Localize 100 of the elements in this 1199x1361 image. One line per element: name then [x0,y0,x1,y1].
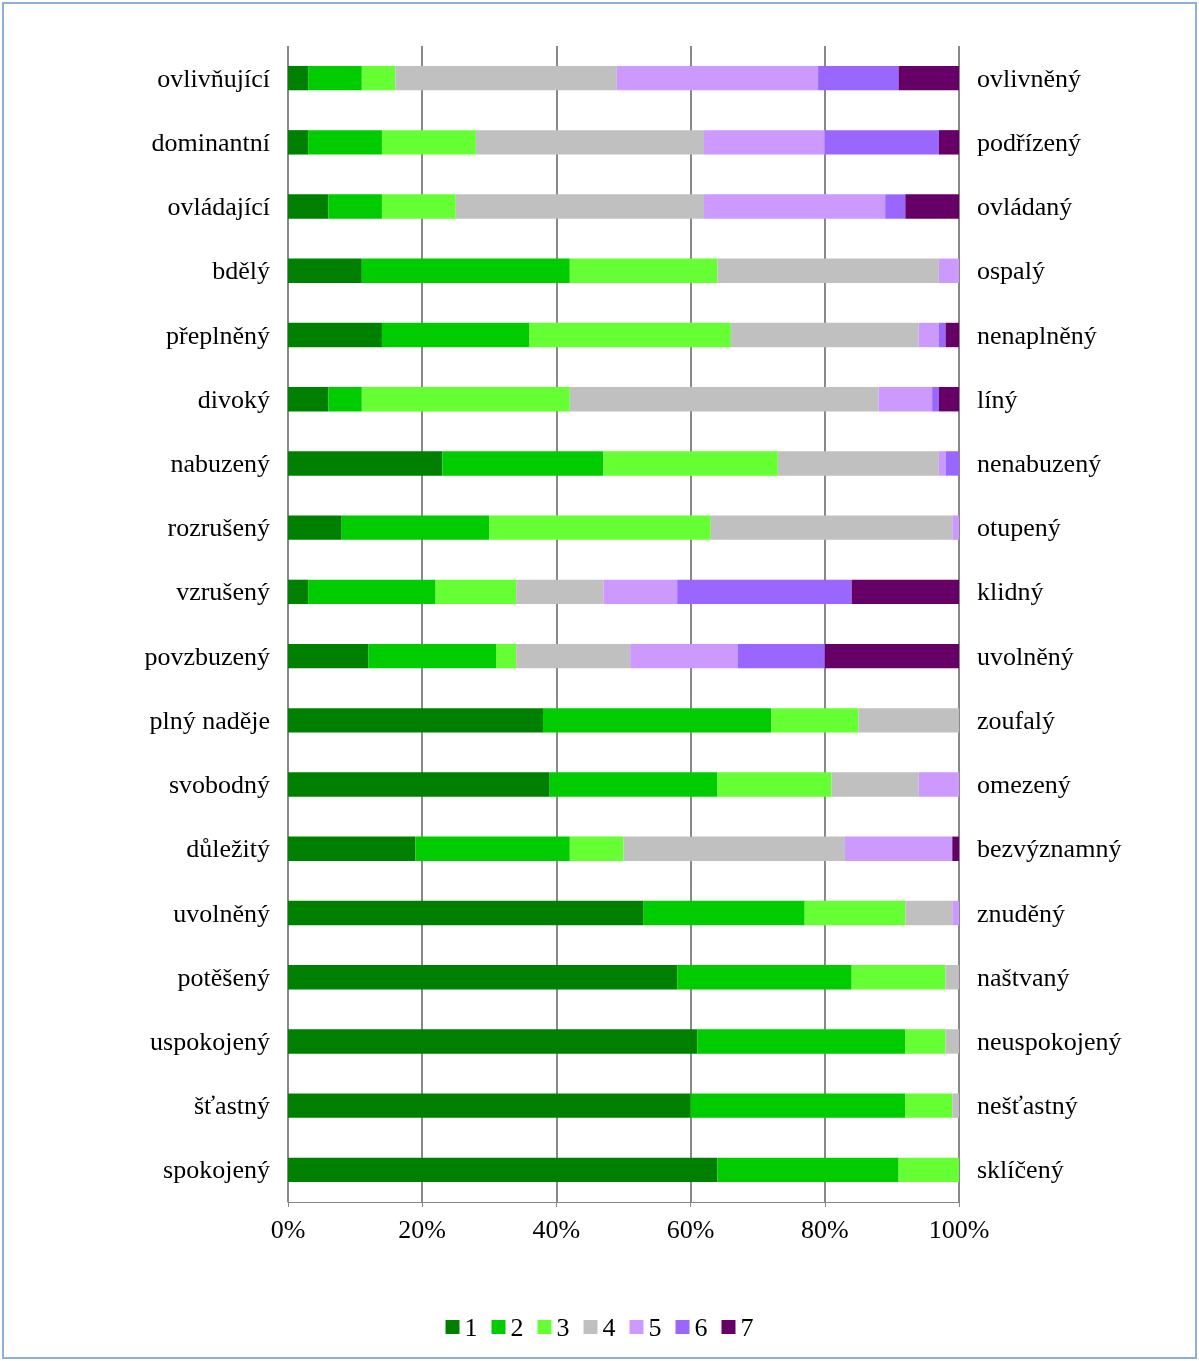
bar [623,836,845,861]
y-tick-label: uspokojený [150,1026,270,1056]
y-tick-label: přeplněný [166,320,270,350]
bar [455,194,705,219]
bar [938,258,959,283]
y-tick-label: spokojený [163,1155,270,1185]
bar [288,258,362,283]
y-tick-label: nabuzený [170,448,270,478]
bar [804,900,906,926]
bar [878,387,933,412]
bar [415,836,570,861]
y2-tick-label: sklíčený [977,1155,1064,1185]
bar [677,965,852,990]
bar [905,900,953,926]
y2-tick-label: bezvýznamný [977,834,1122,864]
y-tick-label: divoký [197,384,270,414]
bar [475,130,705,155]
bar [844,836,953,861]
bar [288,772,550,797]
bar [288,579,309,605]
bar [730,322,919,348]
bar [945,965,959,990]
bar [898,1157,959,1183]
bar [529,322,731,348]
y-tick-label: svobodný [168,770,270,800]
y2-tick-label: znuděný [977,898,1066,928]
bar [603,451,778,476]
bar [442,451,604,476]
bar [938,387,959,412]
y2-tick-label: líný [977,384,1018,414]
bar [288,836,416,861]
bar [851,965,946,990]
bar [938,451,946,476]
bar [549,772,718,797]
bar [697,1029,906,1054]
bar [361,387,570,412]
x-tick-label: 80% [800,1214,849,1244]
bar [952,900,959,926]
bar [717,772,832,797]
bar [542,708,772,733]
x-tick-label: 20% [398,1214,447,1244]
bar [288,65,309,91]
y2-tick-label: otupený [977,513,1061,543]
bar [818,65,899,91]
bar [938,322,946,348]
legend-label: 6 [694,1312,708,1342]
bar [395,65,617,91]
bar [898,65,959,91]
bar [288,194,329,219]
bar [932,387,939,412]
bar [288,451,443,476]
bar [704,194,886,219]
bar [516,579,604,605]
bar [288,130,309,155]
y2-tick-label: nenaplněný [977,320,1097,350]
y-tick-label: plný naděje [149,705,270,735]
y2-tick-label: neuspokojený [977,1026,1122,1056]
bar [341,515,490,540]
y2-tick-label: omezený [977,770,1071,800]
bar [288,965,678,990]
bar [918,322,939,348]
bar [288,643,369,669]
bar [717,258,939,283]
bar [677,579,852,605]
bar [368,643,497,669]
bar [569,258,718,283]
bar [851,579,959,605]
bar [885,194,906,219]
bar [569,387,879,412]
bar [945,1029,959,1054]
bar [569,836,624,861]
y2-tick-label: klidný [977,577,1044,607]
bar [952,515,959,540]
bar [381,130,476,155]
bar [328,194,382,219]
bar [905,1029,946,1054]
y-tick-label: dominantní [151,127,270,157]
y2-tick-label: uvolněný [977,641,1074,671]
y2-tick-label: nešťastný [977,1091,1078,1121]
bar [918,772,959,797]
y2-tick-label: ovlivněný [977,63,1081,93]
bar [630,643,738,669]
legend-label: 5 [648,1312,662,1342]
x-tick-label: 60% [666,1214,715,1244]
y-tick-label: rozrušený [167,513,270,543]
bar [643,900,805,926]
bar [288,387,329,412]
legend-label: 7 [740,1312,754,1342]
bar [288,322,382,348]
bar [616,65,819,91]
y-tick-label: povzbuzený [144,641,270,671]
bar [288,515,342,540]
bar [710,515,953,540]
y-tick-label: důležitý [186,834,270,864]
y-tick-label: ovlivňující [157,63,270,93]
y-tick-label: potěšený [177,962,270,992]
bar [308,130,382,155]
bar [288,708,543,733]
y-tick-label: vzrušený [176,577,270,607]
bar [717,1157,899,1183]
